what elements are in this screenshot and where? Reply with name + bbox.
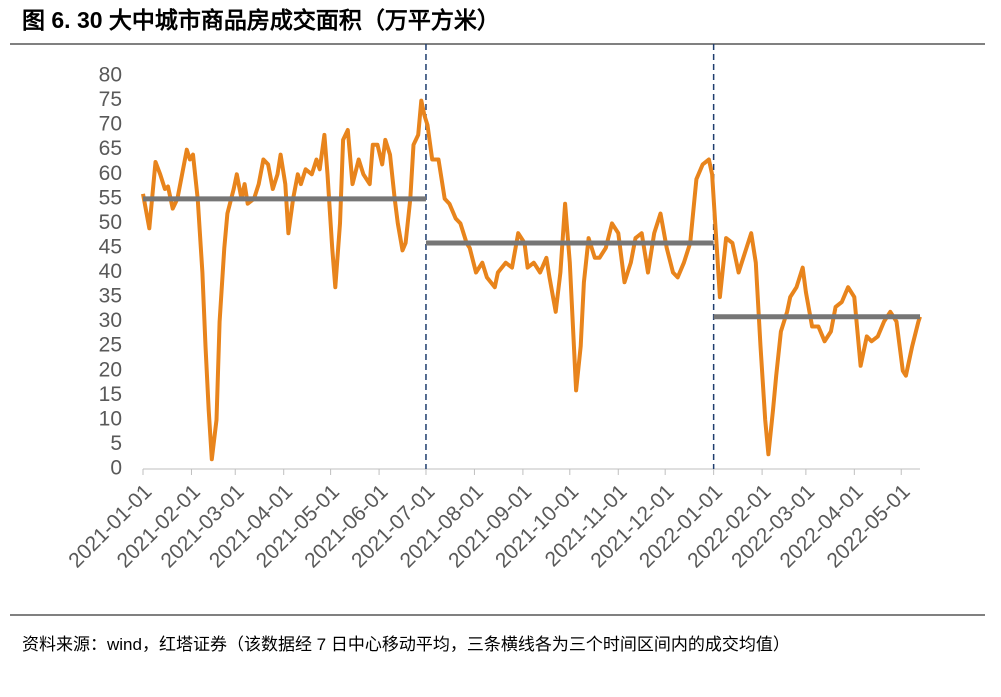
y-tick-label: 80	[99, 64, 122, 87]
y-tick-label: 75	[99, 88, 122, 111]
source-note: 资料来源：wind，红塔证券（该数据经 7 日中心移动平均，三条横线各为三个时间…	[22, 635, 790, 654]
y-tick-label: 15	[99, 383, 122, 406]
y-tick-label: 65	[99, 137, 122, 160]
y-tick-label: 45	[99, 235, 122, 258]
y-tick-label: 70	[99, 113, 122, 136]
y-tick-label: 0	[110, 457, 122, 480]
y-tick-label: 40	[99, 260, 122, 283]
y-tick-label: 50	[99, 211, 122, 234]
y-tick-label: 20	[99, 358, 122, 381]
y-tick-label: 60	[99, 162, 122, 185]
chart-title: 图 6. 30 大中城市商品房成交面积（万平方米）	[22, 7, 500, 33]
series-line	[141, 98, 922, 462]
y-tick-label: 25	[99, 334, 122, 357]
y-tick-label: 55	[99, 186, 122, 209]
y-tick-label: 10	[99, 407, 122, 430]
y-tick-label: 30	[99, 309, 122, 332]
y-tick-label: 5	[110, 432, 122, 455]
y-tick-label: 35	[99, 285, 122, 308]
